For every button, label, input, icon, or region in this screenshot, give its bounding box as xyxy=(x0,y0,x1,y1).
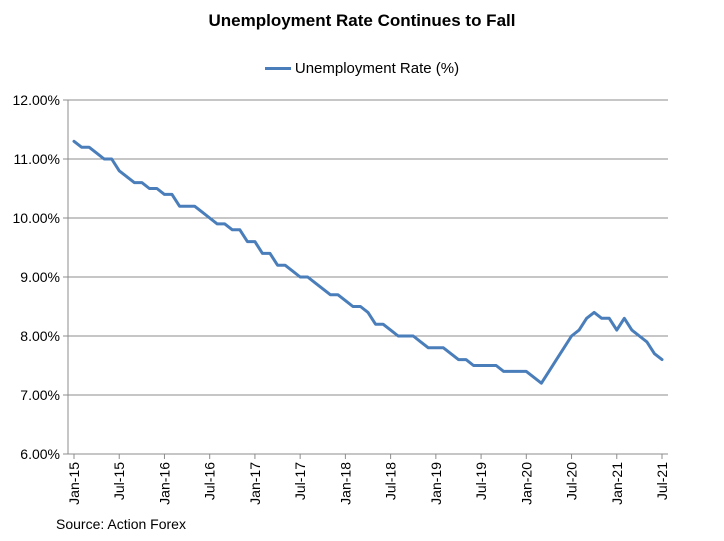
y-tick-label: 9.00% xyxy=(20,269,60,285)
x-tick-label: Jan-16 xyxy=(156,462,172,505)
x-tick-label: Jul-15 xyxy=(111,462,127,500)
x-tick-label: Jan-20 xyxy=(518,462,534,505)
x-tick-label: Jan-17 xyxy=(247,462,263,505)
series-line-unemployment-rate xyxy=(72,139,664,385)
x-tick-label: Jan-18 xyxy=(337,462,353,505)
x-tick-label: Jul-18 xyxy=(383,462,399,500)
legend-swatch xyxy=(264,66,291,70)
chart-title: Unemployment Rate Continues to Fall xyxy=(208,11,516,30)
y-tick-label: 11.00% xyxy=(14,151,60,167)
x-tick-label: Jul-20 xyxy=(564,462,580,500)
source-note: Source: Action Forex xyxy=(56,516,186,532)
legend-label: Unemployment Rate (%) xyxy=(294,60,460,77)
x-tick-label: Jan-21 xyxy=(609,462,625,505)
x-tick-label: Jul-16 xyxy=(202,462,218,500)
y-tick-label: 12.00% xyxy=(13,92,60,108)
y-tick-label: 8.00% xyxy=(20,328,60,344)
x-tick-label: Jan-19 xyxy=(428,462,444,505)
y-tick-label: 10.00% xyxy=(13,210,60,226)
y-tick-label: 7.00% xyxy=(20,387,60,403)
x-tick-label: Jul-17 xyxy=(292,462,308,500)
x-tick-label: Jul-19 xyxy=(473,462,489,500)
y-tick-label: 6.00% xyxy=(20,446,60,462)
x-tick-label: Jan-15 xyxy=(66,462,82,505)
x-tick-label: Jul-21 xyxy=(654,462,670,500)
legend: Unemployment Rate (%) xyxy=(0,60,724,77)
